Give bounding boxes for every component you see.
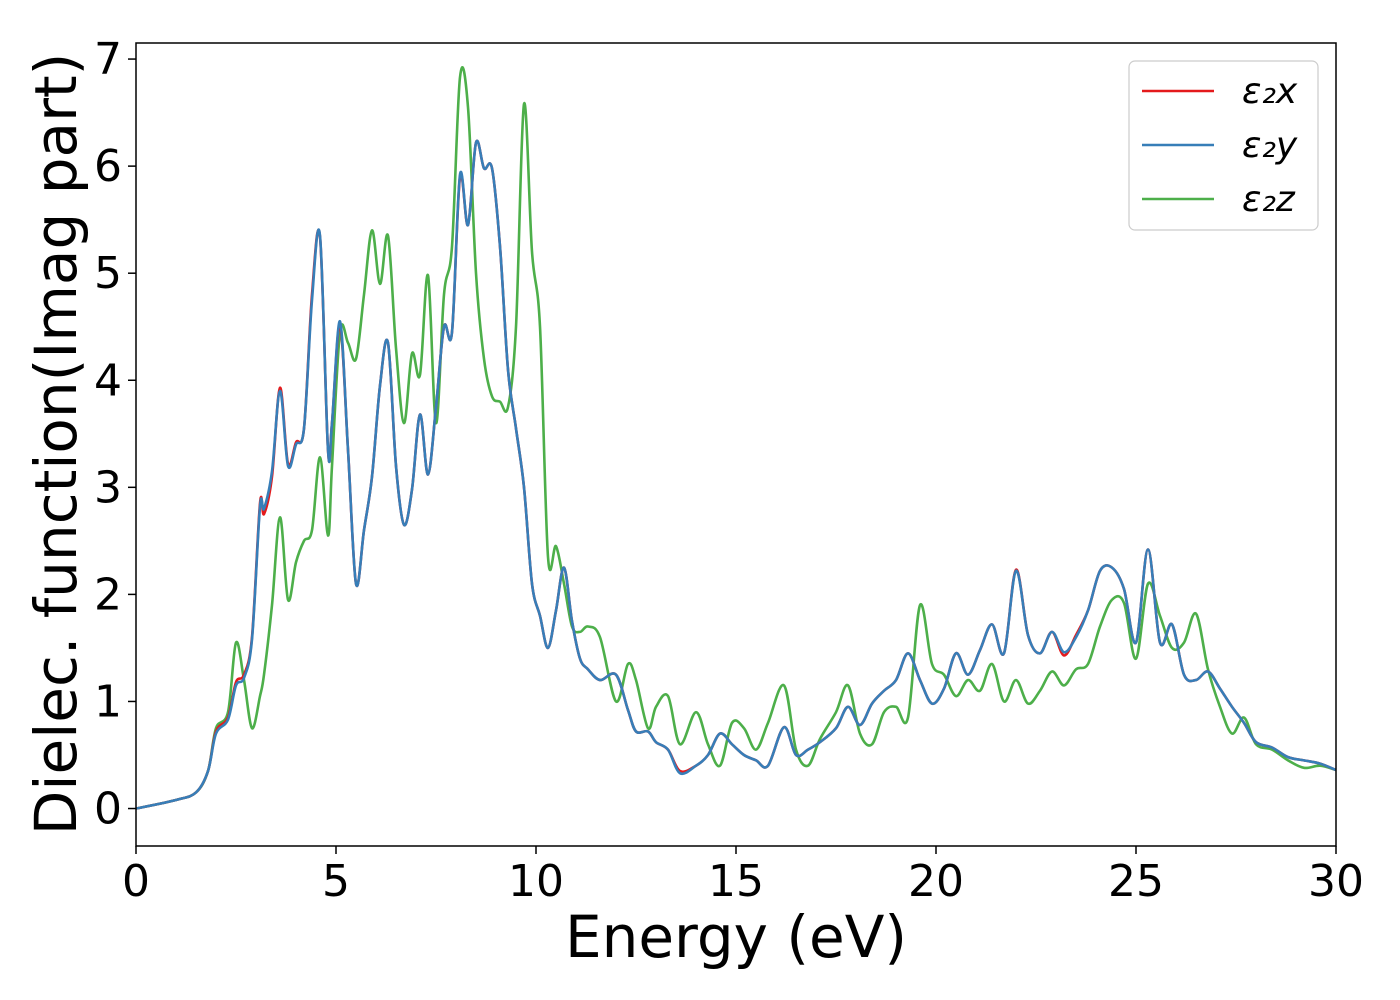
y-tick-label: 2 — [94, 569, 122, 620]
x-tick-label: 15 — [708, 856, 764, 907]
y-tick-label: 3 — [94, 462, 122, 513]
legend-label: ε₂y — [1242, 125, 1298, 166]
x-axis: 0 5 10 15 20 25 30 — [122, 846, 1364, 907]
x-tick-label: 30 — [1308, 856, 1364, 907]
x-tick-label: 0 — [122, 856, 150, 907]
x-tick-label: 20 — [908, 856, 964, 907]
x-axis-title: Energy (eV) — [565, 903, 907, 971]
y-axis-title: Dielec. function(Imag part) — [22, 53, 90, 836]
series-line-y — [135, 139, 1337, 810]
series-group — [135, 66, 1337, 810]
y-axis: 0 1 2 3 4 5 6 7 — [94, 34, 136, 835]
y-tick-label: 0 — [94, 784, 122, 835]
x-tick-label: 25 — [1108, 856, 1164, 907]
y-tick-label: 7 — [94, 34, 122, 85]
x-tick-label: 5 — [322, 856, 350, 907]
legend-label: ε₂z — [1242, 179, 1296, 220]
y-tick-label: 6 — [94, 141, 122, 192]
legend-box — [1128, 60, 1319, 231]
y-tick-label: 1 — [94, 676, 122, 727]
x-tick-label: 10 — [508, 856, 564, 907]
series-line-z — [135, 66, 1337, 810]
legend-label: ε₂x — [1242, 71, 1298, 112]
y-tick-label: 5 — [94, 248, 122, 299]
y-tick-label: 4 — [94, 355, 122, 406]
legend: ε₂x ε₂y ε₂z — [1128, 60, 1319, 231]
